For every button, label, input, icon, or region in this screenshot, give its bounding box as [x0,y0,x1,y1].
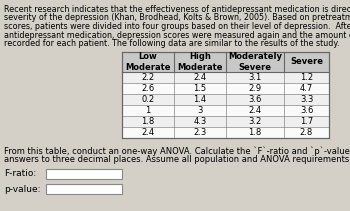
Text: Severe: Severe [290,58,323,66]
Text: 4.3: 4.3 [193,117,206,126]
Text: 3.2: 3.2 [248,117,262,126]
Text: From this table, conduct an one-way ANOVA. Calculate the `F`-ratio and `p`-value: From this table, conduct an one-way ANOV… [4,146,350,156]
Bar [122,83,329,94]
Text: Recent research indicates that the effectiveness of antidepressant medication is: Recent research indicates that the effec… [4,5,350,14]
Bar [46,169,122,179]
Bar [46,184,122,194]
Text: 1.4: 1.4 [194,95,206,104]
Text: High
Moderate: High Moderate [177,52,223,72]
Bar [122,116,329,127]
Text: 2.3: 2.3 [193,128,206,137]
Text: 1.5: 1.5 [194,84,206,93]
Text: 3.6: 3.6 [248,95,262,104]
Text: 2.4: 2.4 [248,106,261,115]
Text: 2.6: 2.6 [141,84,155,93]
Bar [122,72,329,83]
Text: 1: 1 [145,106,150,115]
Text: 2.2: 2.2 [141,73,155,82]
Text: 1.2: 1.2 [300,73,313,82]
Text: 3.6: 3.6 [300,106,313,115]
Text: recorded for each patient. The following data are similar to the results of the : recorded for each patient. The following… [4,39,340,48]
Text: F-ratio:: F-ratio: [4,169,36,179]
Text: 3.1: 3.1 [248,73,262,82]
Text: 3: 3 [197,106,203,115]
Text: Moderately
Severe: Moderately Severe [228,52,282,72]
Bar [122,52,329,138]
Bar [122,127,329,138]
Text: antidepressant medication, depression scores were measured again and the amount : antidepressant medication, depression sc… [4,31,350,39]
Text: Low
Moderate: Low Moderate [125,52,171,72]
Text: 0.2: 0.2 [141,95,155,104]
Text: p-value:: p-value: [4,184,41,193]
Text: severity of the depression (Khan, Brodhead, Kolts & Brown, 2005). Based on pretr: severity of the depression (Khan, Brodhe… [4,14,350,23]
Text: 1.7: 1.7 [300,117,313,126]
Bar [122,94,329,105]
Text: scores, patients were divided into four groups based on their level of depressio: scores, patients were divided into four … [4,22,350,31]
Text: 2.4: 2.4 [141,128,155,137]
Text: 2.4: 2.4 [194,73,206,82]
Bar [122,52,329,72]
Bar [122,105,329,116]
Text: answers to three decimal places. Assume all population and ANOVA requirements ar: answers to three decimal places. Assume … [4,154,350,164]
Text: 3.3: 3.3 [300,95,313,104]
Text: 1.8: 1.8 [248,128,262,137]
Text: 1.8: 1.8 [141,117,155,126]
Text: 2.8: 2.8 [300,128,313,137]
Text: 4.7: 4.7 [300,84,313,93]
Text: 2.9: 2.9 [248,84,261,93]
